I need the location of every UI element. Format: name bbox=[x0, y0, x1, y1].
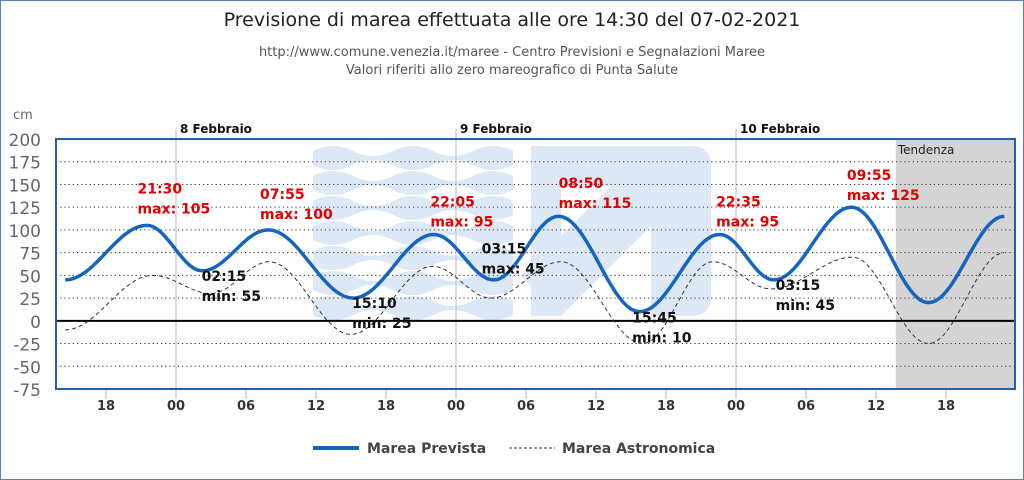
x-tick-label: 00 bbox=[167, 399, 185, 414]
x-tick-label: 06 bbox=[797, 399, 815, 414]
watermark-wave bbox=[313, 221, 513, 245]
watermark-arrow-icon bbox=[521, 146, 711, 316]
watermark-wave bbox=[313, 271, 513, 295]
watermark-wave bbox=[313, 146, 513, 170]
x-tick-label: 12 bbox=[307, 399, 325, 414]
annotation-value: max: 115 bbox=[559, 196, 632, 212]
annotation-value: max: 95 bbox=[430, 214, 493, 230]
y-tick-label: 75 bbox=[19, 245, 41, 265]
plot-border bbox=[55, 138, 1016, 390]
y-tick-label: 125 bbox=[9, 199, 41, 219]
x-tick-label: 06 bbox=[517, 399, 535, 414]
chart-subtitle: Valori riferiti allo zero mareografico d… bbox=[345, 63, 679, 78]
y-tick-label: -50 bbox=[13, 358, 41, 378]
annotation-value: max: 105 bbox=[138, 202, 211, 218]
y-axis-label: cm bbox=[13, 108, 33, 123]
annotation-time: 22:05 bbox=[430, 194, 475, 210]
annotation-value: min: 10 bbox=[632, 331, 692, 347]
y-tick-label: 50 bbox=[19, 267, 41, 287]
y-tick-label: 150 bbox=[9, 176, 41, 196]
annotation-time: 15:10 bbox=[352, 296, 397, 312]
legend-astronomical-label: Marea Astronomica bbox=[562, 441, 715, 457]
annotation-value: max: 95 bbox=[716, 214, 779, 230]
annotation-time: 07:55 bbox=[260, 187, 305, 203]
x-tick-label: 18 bbox=[97, 399, 115, 414]
annotation-value: min: 45 bbox=[776, 298, 835, 314]
trend-label: Tendenza bbox=[897, 143, 955, 157]
x-tick-label: 00 bbox=[727, 399, 745, 414]
x-tick-label: 12 bbox=[587, 399, 605, 414]
annotation-value: min: 25 bbox=[352, 316, 411, 332]
day-label: 8 Febbraio bbox=[180, 122, 252, 136]
y-tick-label: 100 bbox=[9, 222, 41, 242]
watermark-wave bbox=[313, 196, 513, 220]
annotation-time: 22:35 bbox=[716, 194, 761, 210]
y-tick-label: -25 bbox=[13, 336, 41, 356]
x-tick-label: 18 bbox=[937, 399, 955, 414]
day-label: 10 Febbraio bbox=[740, 122, 820, 136]
source-link[interactable]: http://www.comune.venezia.it/maree - Cen… bbox=[258, 45, 766, 60]
x-tick-label: 12 bbox=[867, 399, 885, 414]
annotation-value: max: 125 bbox=[847, 188, 920, 204]
y-tick-label: 25 bbox=[19, 290, 41, 310]
y-tick-label: 175 bbox=[9, 154, 41, 174]
watermark-wave bbox=[313, 171, 513, 195]
x-tick-label: 00 bbox=[447, 399, 465, 414]
x-tick-label: 18 bbox=[377, 399, 395, 414]
x-tick-label: 18 bbox=[657, 399, 675, 414]
annotation-time: 21:30 bbox=[138, 182, 183, 198]
annotation-value: max: 100 bbox=[260, 207, 333, 223]
y-tick-label: -75 bbox=[13, 381, 41, 401]
trend-region bbox=[895, 139, 1015, 389]
legend-predicted-label: Marea Prevista bbox=[367, 441, 486, 457]
watermark-wave bbox=[313, 296, 513, 320]
y-tick-label: 0 bbox=[30, 313, 41, 333]
y-tick-label: 200 bbox=[9, 131, 41, 151]
annotation-time: 08:50 bbox=[559, 176, 604, 192]
annotation-time: 09:55 bbox=[847, 168, 892, 184]
annotation-value: max: 45 bbox=[482, 262, 545, 278]
annotation-time: 02:15 bbox=[202, 269, 247, 285]
annotation-time: 03:15 bbox=[776, 278, 821, 294]
annotation-time: 15:45 bbox=[632, 311, 677, 327]
series-astronomical bbox=[65, 252, 1005, 345]
x-tick-label: 06 bbox=[237, 399, 255, 414]
annotation-time: 03:15 bbox=[482, 242, 527, 258]
annotation-value: min: 55 bbox=[202, 289, 261, 305]
watermark-bar bbox=[531, 146, 561, 316]
chart-title: Previsione di marea effettuata alle ore … bbox=[223, 9, 801, 31]
series-predicted bbox=[65, 205, 1005, 314]
day-label: 9 Febbraio bbox=[460, 122, 532, 136]
watermark-wave bbox=[313, 246, 513, 270]
